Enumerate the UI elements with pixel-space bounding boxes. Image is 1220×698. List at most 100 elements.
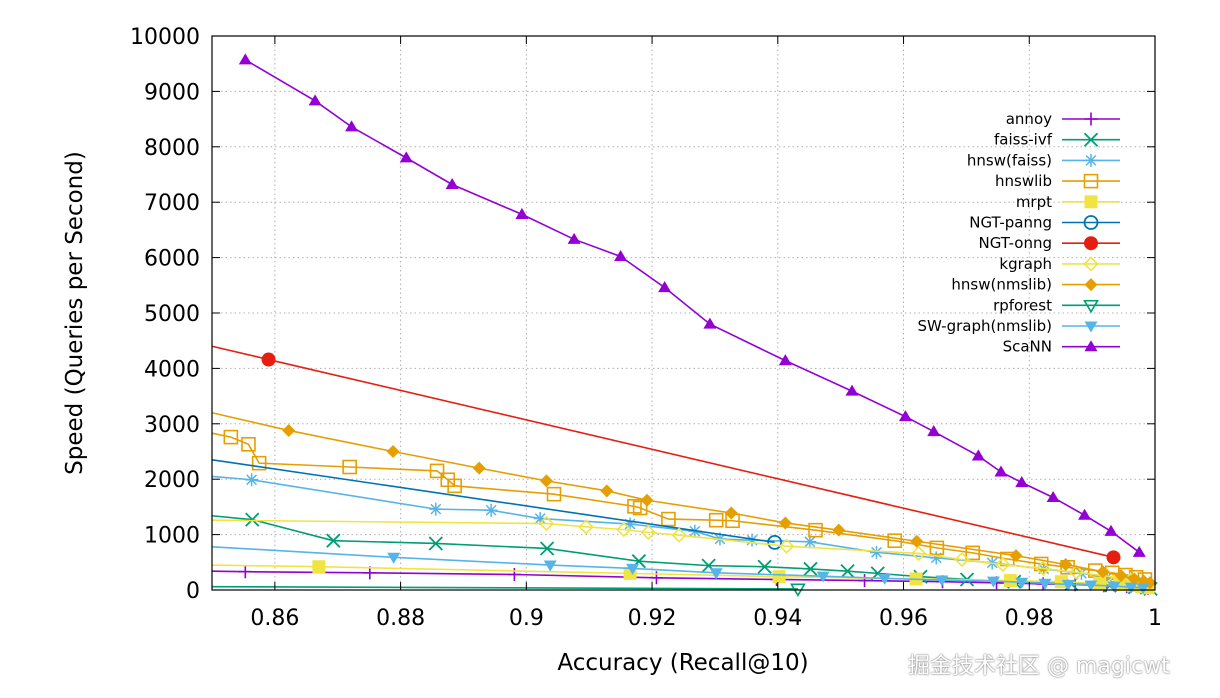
data-point [539,474,553,488]
data-point [971,449,985,461]
series-ngt-onng [211,345,1121,565]
data-point [878,573,892,585]
data-point [399,151,413,163]
x-tick-label: 0.96 [879,606,928,631]
data-point [1107,581,1121,593]
legend-item: annoy [1006,110,1120,128]
legend-item: NGT-onng [979,234,1120,252]
legend-marker [1083,132,1099,147]
data-point [238,565,252,579]
legend-label: ScaNN [1003,338,1052,356]
legend-label: kgraph [999,255,1052,273]
data-point [845,384,859,396]
data-point [1127,572,1141,586]
series-line [211,545,1144,589]
legend-label: NGT-onng [979,234,1053,252]
data-point [640,524,656,541]
series-layer [211,53,1158,597]
legend-marker [1083,215,1099,230]
data-point [927,425,941,437]
x-tick-label: 1 [1148,606,1162,631]
data-point [661,511,676,527]
data-point [1124,582,1138,594]
data-point [538,515,555,532]
legend-marker [1083,173,1099,189]
legend-item: hnswlib [995,172,1120,190]
data-point [245,512,260,527]
data-point [658,281,672,293]
data-point [898,410,912,422]
data-point [472,461,486,475]
data-point [539,541,555,556]
x-tick-label: 0.9 [509,606,544,631]
data-point [767,534,783,550]
y-axis-label: Speed (Queries per Second) [62,151,88,475]
data-point [626,563,640,575]
data-point [616,521,632,538]
data-point [1100,570,1114,584]
data-point [251,455,267,471]
series-sw-graph-nmslib [211,545,1150,595]
data-point [910,545,927,562]
x-tick-label: 0.88 [376,606,425,631]
data-point [1132,545,1146,557]
legend-marker [1084,340,1098,352]
data-point [640,493,654,507]
data-point [757,559,772,574]
data-point [567,232,581,244]
legend-marker [1084,112,1098,126]
legend-item: mrpt [1016,193,1120,211]
data-point [1015,476,1029,488]
data-point [238,53,252,65]
data-point [387,552,401,564]
legend-item: kgraph [999,255,1120,273]
data-point [429,463,445,479]
y-tick-label: 0 [186,579,200,604]
data-point [614,249,628,262]
data-point [745,533,759,547]
legend-label: rpforest [993,296,1052,314]
data-point [326,533,341,548]
series-line [211,411,1151,584]
data-point [1114,569,1128,583]
data-point [778,538,795,554]
data-point [778,516,792,530]
data-point [703,317,717,329]
data-point [935,575,949,587]
legend-label: mrpt [1016,193,1052,211]
data-point [1093,576,1107,590]
y-tick-label: 2000 [144,468,200,493]
data-point [808,522,823,538]
data-point [533,512,547,526]
data-point [1096,565,1110,579]
x-tick-label: 0.86 [250,606,299,631]
legend-item: faiss-ivf [994,131,1120,149]
legend-item: hnsw(faiss) [967,151,1120,169]
legend-label: SW-graph(nmslib) [917,317,1052,335]
data-point [632,500,648,516]
series-line [211,519,1145,584]
data-point [1035,560,1051,577]
data-point [1009,549,1023,563]
data-point [1061,579,1075,591]
data-point [1136,583,1150,595]
data-point [1003,574,1017,588]
data-point [965,545,980,561]
data-point [709,568,723,580]
data-point [623,517,637,531]
data-point [484,503,498,517]
x-tick-label: 0.98 [1005,606,1054,631]
legend-label: annoy [1006,110,1052,128]
data-point [832,523,846,537]
y-tick-label: 3000 [144,413,200,438]
data-point [1033,556,1049,572]
y-tick-label: 10000 [130,25,200,50]
legend-label: NGT-panng [969,214,1052,232]
data-point [671,527,687,543]
data-point [1059,558,1073,572]
legend-item: rpforest [993,296,1120,314]
legend-item: hnsw(nmslib) [951,276,1120,294]
data-point [515,207,529,219]
data-point [308,94,322,106]
data-point [887,533,903,548]
